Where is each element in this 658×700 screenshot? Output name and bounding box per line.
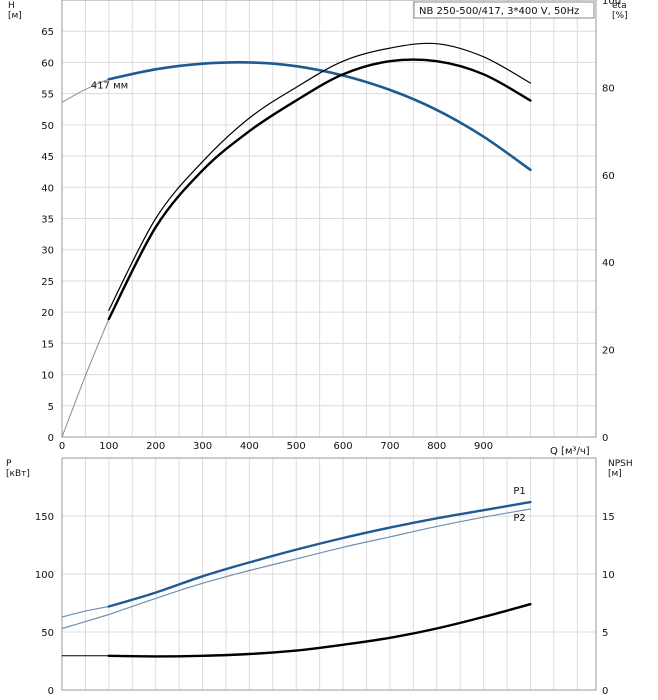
x-tick-label: 200	[146, 441, 165, 452]
series-p2	[108, 508, 531, 616]
bottom-plot-frame	[61, 457, 597, 691]
series-line-bot-0	[61, 605, 110, 618]
y-left-tick-label: 0	[48, 686, 54, 697]
y-left-tick-label: 25	[41, 277, 54, 288]
y-left-tick-label: 5	[48, 402, 54, 413]
x-tick-label: 500	[287, 441, 306, 452]
y-left-tick-label: 100	[35, 570, 54, 581]
y-right-tick-label: 15	[602, 512, 615, 523]
series-line-top-4	[108, 42, 531, 311]
y-left-tick-label: 20	[41, 308, 54, 319]
series-line-top-0	[61, 78, 110, 103]
series-line-top-2	[61, 318, 110, 438]
series-label-p1: P1	[513, 486, 525, 497]
y-left-tick-label: 35	[41, 215, 54, 226]
y-left-tick-label: 10	[41, 371, 54, 382]
top-grid	[62, 0, 596, 437]
y-right-tick-label: 0	[602, 686, 608, 697]
y-left-tick-label: 30	[41, 246, 54, 257]
x-tick-label: 300	[193, 441, 212, 452]
y-right-tick-label: 0	[602, 433, 608, 444]
series-line-bot-5	[107, 603, 532, 658]
series-label-p2: P2	[513, 513, 525, 524]
y-right-tick-label: 20	[602, 346, 615, 357]
y-left-tick-label: 15	[41, 339, 54, 350]
y-axis-label-npsh: NPSH [м]	[608, 459, 633, 479]
x-tick-label: 400	[240, 441, 259, 452]
y-left-tick-label: 60	[41, 58, 54, 69]
y-right-tick-label: 80	[602, 83, 615, 94]
y-right-tick-label: 100	[602, 0, 621, 7]
bottom-panel: 0 50 100 150 0 5 10 15 P1 P2 P [кВт] NPSH [м]	[6, 457, 633, 697]
title-box-frame	[413, 1, 595, 19]
bottom-grid	[62, 458, 596, 690]
y-axis-label-eta: eta [%]	[612, 1, 628, 21]
top-series	[61, 42, 532, 438]
y-left-tick-label: 45	[41, 152, 54, 163]
series-p1	[107, 500, 532, 608]
series-line-bot-2	[61, 614, 110, 630]
top-plot-frame	[61, 0, 597, 438]
y-right-tick-label: 40	[602, 258, 615, 269]
top-panel: 0 100 200 300 400 500 600 700 800 900051015202530…	[8, 0, 628, 457]
curve-annotation: 417 мм	[91, 80, 128, 91]
y-left-tick-label: 40	[41, 183, 54, 194]
series-line-top-3	[107, 58, 532, 321]
x-tick-label: 600	[334, 441, 353, 452]
x-tick-label: 0	[59, 441, 65, 452]
y-left-tick-label: 50	[41, 628, 54, 639]
y-right-tick-label: 10	[602, 570, 615, 581]
y-left-tick-label: 65	[41, 27, 54, 38]
series-line-top-1	[107, 60, 532, 172]
y-left-tick-label: 55	[41, 90, 54, 101]
top-annotations: 417 мм	[91, 80, 128, 91]
top-tick-labels: 0 100 200 300 400 500 600 700 800 900051015202530…	[41, 0, 621, 452]
y-left-tick-label: 50	[41, 121, 54, 132]
y-axis-label-power: P [кВт]	[6, 459, 30, 479]
x-tick-label: 800	[427, 441, 446, 452]
title-box: NB 250-500/417, 3*400 V, 50Hz	[413, 1, 595, 19]
bottom-series: P1 P2	[61, 486, 532, 658]
y-right-tick-label: 60	[602, 171, 615, 182]
x-tick-label: 900	[474, 441, 493, 452]
bottom-tick-labels: 0 50 100 150 0 5 10 15	[35, 512, 615, 697]
y-left-tick-label: 150	[35, 512, 54, 523]
y-right-tick-label: 5	[602, 628, 608, 639]
y-axis-label-head: H [м]	[8, 1, 22, 21]
x-tick-label: 700	[380, 441, 399, 452]
x-axis-label-q: Q [м³/ч]	[550, 446, 590, 457]
chart-title: NB 250-500/417, 3*400 V, 50Hz	[419, 6, 579, 17]
x-tick-label: 100	[99, 441, 118, 452]
y-left-tick-label: 0	[48, 433, 54, 444]
